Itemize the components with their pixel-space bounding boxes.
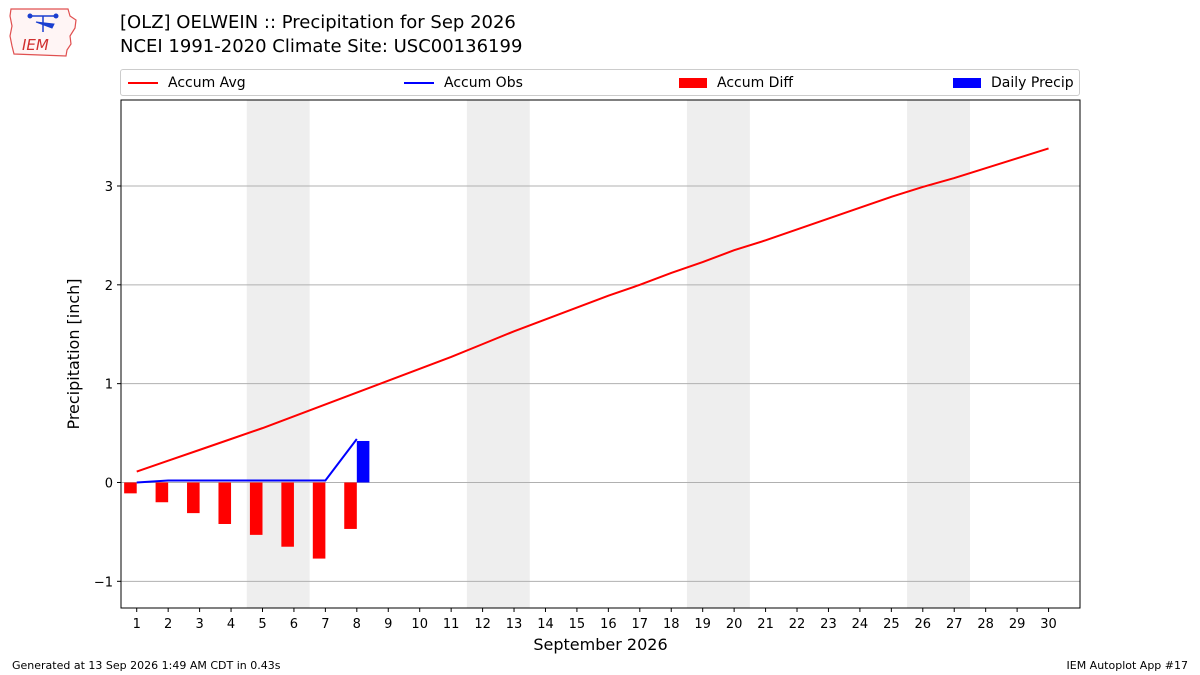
weekend-band [686,100,750,608]
accum-diff-bar [312,482,326,559]
x-tick-label: 24 [852,617,869,632]
x-tick-label: 28 [977,617,994,632]
x-tick-label: 5 [258,617,266,632]
legend-swatch-accum-diff [679,77,707,88]
x-tick-label: 21 [757,617,774,632]
y-tick-label: 2 [105,279,113,294]
series-lines [136,147,1049,484]
x-tick-label: 23 [820,617,837,632]
accum-avg-line [136,147,1049,473]
accum-diff-bar [281,482,294,547]
x-tick-label: 6 [290,617,298,632]
x-tick-label: 18 [663,617,680,632]
x-tick-label: 10 [411,617,428,632]
x-tick-label: 1 [133,617,141,632]
daily-precip-bar [356,440,370,483]
accum-diff-bar [187,482,200,514]
x-axis-label: September 2026 [533,635,667,654]
x-tick-label: 4 [227,617,235,632]
x-tick-label: 11 [443,617,460,632]
x-tick-label: 30 [1040,617,1057,632]
legend-label-daily-precip: Daily Precip [991,74,1074,91]
y-tick-label: 3 [105,180,113,195]
x-tick-label: 16 [600,617,617,632]
accum-diff-bar [124,482,137,494]
legend-label-accum-obs: Accum Obs [444,74,523,91]
accum-diff-bar [218,482,232,524]
accum-diff-bar [249,482,263,535]
bars [124,440,370,559]
legend-item-daily-precip: Daily Precip [953,70,1074,95]
x-tick-label: 14 [537,617,554,632]
legend-swatch-accum-obs [404,81,434,84]
y-tick-label: 1 [105,378,113,393]
legend-swatch-daily-precip [953,77,981,88]
accum-obs-line [136,438,358,484]
iem-logo: IEM [9,8,77,57]
legend-label-accum-avg: Accum Avg [168,74,246,91]
iowa-outline-icon [9,8,77,57]
x-tick-label: 25 [883,617,900,632]
weather-station-icon [27,13,59,32]
x-tick-label: 9 [384,617,392,632]
x-tick-label: 27 [946,617,963,632]
y-axis-label: Precipitation [inch] [64,278,83,429]
x-tick-label: 26 [915,617,932,632]
legend-item-accum-diff: Accum Diff [679,70,793,95]
accum-diff-bar [344,482,357,529]
legend-item-accum-avg: Accum Avg [128,70,246,95]
x-tick-label: 12 [474,617,491,632]
x-tick-label: 2 [164,617,172,632]
x-tick-label: 13 [506,617,523,632]
plot-frame [120,99,1081,609]
accum-diff-bar [155,482,169,503]
footer-app: IEM Autoplot App #17 [1066,659,1189,672]
x-tick-label: 22 [789,617,806,632]
x-tick-label: 20 [726,617,743,632]
weekend-band [466,100,530,608]
legend-item-accum-obs: Accum Obs [404,70,523,95]
y-gridlines [121,185,1080,582]
chart-title: [OLZ] OELWEIN :: Precipitation for Sep 2… [120,12,516,33]
logo-text: IEM [22,36,49,54]
x-tick-label: 17 [632,617,649,632]
legend-swatch-accum-avg [128,81,158,84]
x-tick-label: 8 [353,617,361,632]
legend: Accum Avg Accum Obs Accum Diff Daily Pre… [120,69,1080,96]
x-axis: 1 2 3 4 5 6 7 8 9 10 11 12 13 14 15 16 17 18 19 20 21 22 23 24 2… [133,608,1057,632]
y-tick-label: −1 [94,575,113,590]
y-axis: −1 0 1 2 3 [94,180,121,590]
y-tick-label: 0 [105,476,113,491]
chart-subtitle: NCEI 1991-2020 Climate Site: USC00136199 [120,36,523,57]
weekend-band [907,100,970,608]
footer-generated: Generated at 13 Sep 2026 1:49 AM CDT in … [12,659,281,672]
x-tick-label: 7 [321,617,329,632]
x-tick-label: 29 [1009,617,1026,632]
x-tick-label: 19 [694,617,711,632]
x-tick-label: 3 [195,617,203,632]
legend-label-accum-diff: Accum Diff [717,74,794,91]
weekend-shading [246,100,970,608]
x-tick-label: 15 [569,617,586,632]
